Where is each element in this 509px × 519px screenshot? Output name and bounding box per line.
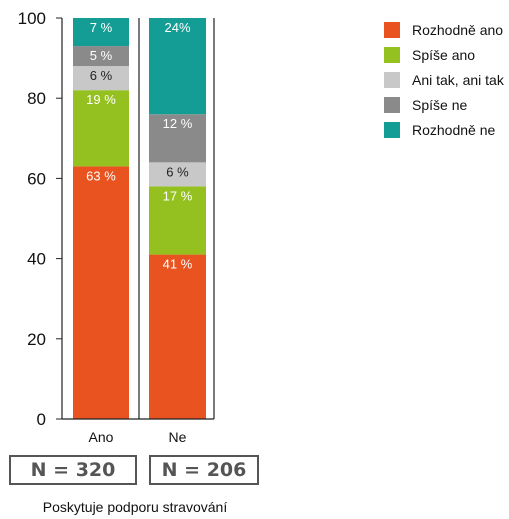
bar-ano-1	[73, 90, 129, 167]
data-label-ano-4: 7 %	[90, 20, 113, 35]
sample-size-ne: N = 206	[149, 455, 259, 485]
bar-ne-1	[149, 186, 206, 255]
y-tick-label-3: 60	[27, 169, 46, 188]
data-label-ne-3: 12 %	[163, 116, 193, 131]
bar-ano-2	[73, 66, 129, 91]
data-label-ne-2: 6 %	[166, 164, 189, 179]
legend-swatch-2	[384, 72, 400, 88]
y-tick-label-5: 100	[18, 9, 46, 28]
bar-ano-0	[73, 166, 129, 419]
data-label-ne-1: 17 %	[163, 188, 193, 203]
legend-label-2: Ani tak, ani tak	[412, 72, 504, 88]
bars: 63 % 19 % 6 % 5 % 7 % 41 % 17 % 6 % 12 % 24%	[73, 18, 206, 419]
data-label-ano-2: 6 %	[90, 68, 113, 83]
bar-ano-3	[73, 46, 129, 67]
data-label-ano-0: 63 %	[86, 168, 116, 183]
x-tick-label-1: Ne	[169, 429, 187, 445]
bar-ne-0	[149, 254, 206, 419]
x-tick-label-0: Ano	[89, 429, 114, 445]
legend-label-0: Rozhodně ano	[412, 22, 504, 38]
bar-ne-3	[149, 114, 206, 163]
legend-label-4: Rozhodně ne	[412, 122, 496, 138]
legend-swatch-4	[384, 122, 400, 138]
y-tick-label-4: 80	[27, 89, 46, 108]
bar-ne-4	[149, 18, 206, 115]
y-tick-label-1: 20	[27, 330, 46, 349]
bar-ne-2	[149, 162, 206, 187]
legend-label-1: Spíše ano	[412, 47, 476, 63]
data-label-ano-3: 5 %	[90, 48, 113, 63]
y-tick-label-2: 40	[27, 250, 46, 269]
legend-swatch-3	[384, 97, 400, 113]
y-tick-label-0: 0	[37, 410, 46, 429]
legend-label-3: Spíše ne	[412, 97, 468, 113]
legend-swatch-0	[384, 22, 400, 38]
stacked-bar-chart: 63 % 19 % 6 % 5 % 7 % 41 % 17 % 6 % 12 % 24% 0 20 4…	[18, 9, 215, 445]
sample-size-ano: N = 320	[9, 455, 137, 485]
data-label-ano-1: 19 %	[86, 92, 116, 107]
x-axis-title: Poskytuje podporu stravování	[42, 499, 228, 515]
axes: 0 20 40 60 80 100 Ano Ne	[18, 9, 215, 445]
data-label-ne-0: 41 %	[163, 257, 193, 272]
data-label-ne-4: 24%	[164, 20, 190, 35]
legend-swatch-1	[384, 47, 400, 63]
bar-ano-4	[73, 18, 129, 47]
